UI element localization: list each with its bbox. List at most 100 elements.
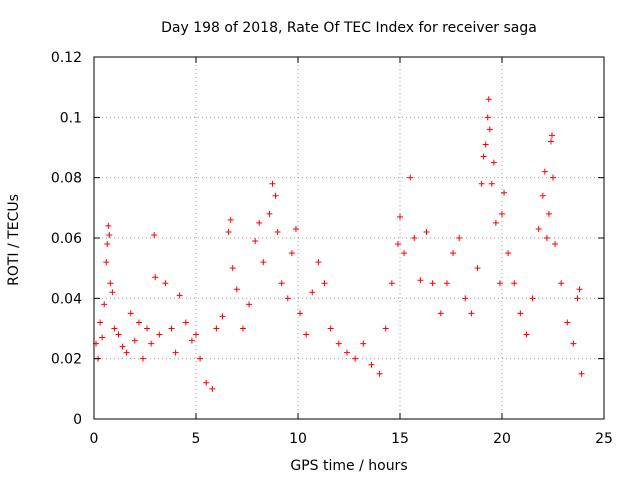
- data-point: [550, 174, 556, 181]
- data-point: [246, 301, 253, 308]
- data-point: [574, 295, 581, 302]
- data-point: [486, 126, 493, 133]
- data-point: [548, 132, 555, 139]
- y-tick-label: 0: [73, 412, 82, 428]
- data-point: [401, 250, 408, 257]
- data-point: [397, 213, 403, 220]
- data-point: [172, 349, 179, 356]
- data-point: [97, 319, 104, 326]
- x-axis-label: GPS time / hours: [290, 458, 407, 474]
- data-point: [529, 295, 536, 302]
- data-point: [578, 370, 585, 377]
- data-point: [107, 280, 114, 287]
- data-point: [492, 219, 499, 226]
- data-point: [278, 280, 285, 287]
- data-point: [480, 153, 487, 160]
- data-point: [292, 225, 299, 232]
- data-point: [139, 355, 146, 362]
- data-point: [382, 325, 389, 332]
- data-point: [437, 310, 444, 317]
- data-point: [541, 168, 548, 175]
- data-point: [148, 340, 155, 347]
- data-points-layer: [93, 96, 585, 392]
- data-point: [152, 274, 159, 281]
- data-point: [343, 349, 350, 356]
- chart-title: Day 198 of 2018, Rate Of TEC Index for r…: [161, 20, 537, 36]
- data-point: [239, 325, 246, 332]
- data-point: [411, 235, 418, 241]
- y-tick-label: 0.08: [51, 171, 82, 187]
- data-point: [570, 340, 577, 347]
- y-axis-label: ROTI / TECUs: [6, 194, 22, 286]
- data-point: [162, 280, 169, 287]
- data-point: [115, 331, 122, 338]
- data-point: [151, 231, 158, 238]
- data-point: [558, 280, 565, 287]
- data-point: [327, 325, 334, 332]
- data-point: [450, 250, 457, 257]
- data-point: [484, 114, 491, 121]
- data-point: [99, 334, 106, 341]
- data-point: [135, 319, 142, 326]
- data-point: [545, 210, 552, 217]
- data-point: [315, 259, 322, 266]
- data-point: [417, 277, 424, 284]
- x-tick-label: 10: [289, 431, 307, 447]
- data-point: [511, 280, 518, 287]
- data-point: [260, 259, 267, 266]
- data-point: [233, 286, 240, 293]
- data-point: [496, 280, 503, 287]
- data-point: [227, 216, 234, 223]
- data-point: [564, 319, 571, 326]
- data-point: [209, 385, 216, 392]
- data-point: [547, 138, 554, 145]
- data-point: [284, 295, 291, 302]
- data-point: [474, 265, 481, 272]
- data-point: [182, 319, 189, 326]
- data-point: [266, 210, 273, 217]
- data-point: [103, 259, 110, 266]
- x-tick-label: 5: [192, 431, 201, 447]
- data-point: [106, 231, 113, 238]
- data-point: [468, 310, 475, 317]
- data-point: [456, 235, 463, 241]
- data-point: [423, 228, 430, 235]
- x-tick-label: 25: [595, 431, 613, 447]
- data-point: [539, 192, 546, 199]
- data-point: [193, 331, 199, 338]
- data-point: [576, 286, 583, 293]
- data-point: [197, 355, 204, 362]
- data-point: [274, 228, 281, 235]
- data-point: [252, 238, 259, 245]
- data-point: [462, 295, 469, 302]
- y-tick-label: 0.06: [51, 231, 82, 247]
- data-point: [360, 340, 367, 347]
- data-point: [535, 225, 542, 232]
- data-point: [429, 280, 436, 287]
- data-point: [388, 280, 395, 287]
- grid-layer: [94, 57, 604, 419]
- data-point: [256, 219, 263, 226]
- data-point: [109, 289, 116, 296]
- data-point: [156, 331, 163, 338]
- ticks-layer: 0 5 10 15 20 25 0 0.02 0.04 0.06 0.08 0.1 0.12: [51, 50, 613, 447]
- data-point: [225, 228, 232, 235]
- data-point: [188, 337, 195, 344]
- y-tick-label: 0.12: [51, 50, 82, 66]
- data-point: [203, 379, 210, 386]
- data-point: [131, 337, 138, 344]
- y-tick-label: 0.02: [51, 352, 82, 368]
- data-point: [376, 370, 383, 377]
- data-point: [219, 313, 226, 320]
- data-point: [552, 241, 559, 248]
- data-point: [485, 96, 492, 103]
- x-tick-label: 15: [391, 431, 409, 447]
- data-point: [288, 250, 295, 257]
- data-point: [127, 310, 134, 317]
- data-point: [499, 210, 505, 217]
- data-point: [352, 355, 359, 362]
- data-point: [297, 310, 304, 317]
- data-point: [443, 280, 450, 287]
